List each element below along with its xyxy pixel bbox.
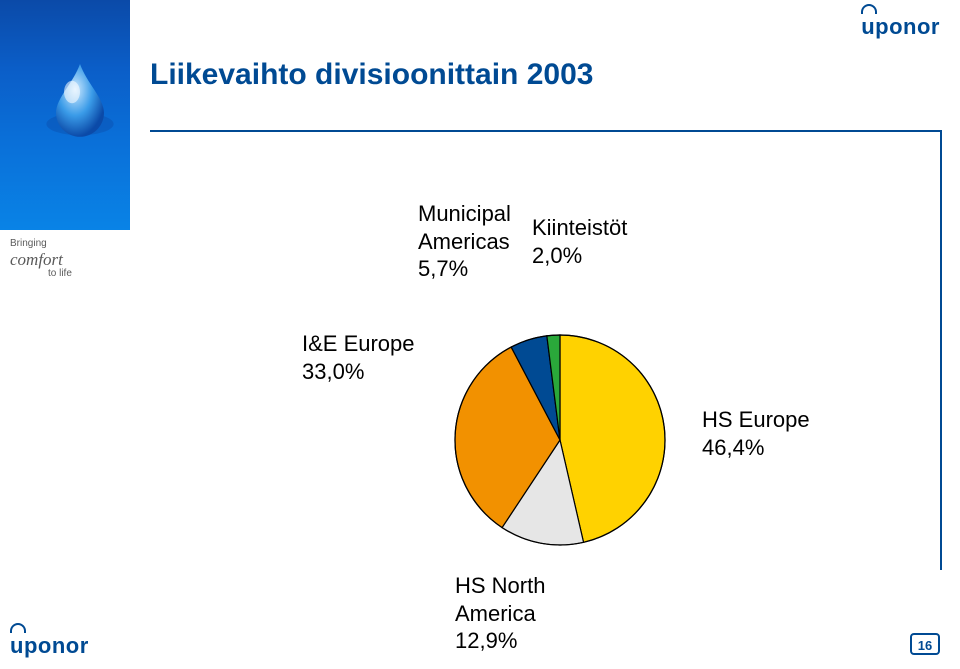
pie-chart: HS Europe46,4%HS NorthAmerica12,9%I&E Eu… [300, 220, 860, 620]
tagline-line1: Bringing [10, 238, 120, 250]
pie-label-ie_europe: I&E Europe33,0% [302, 330, 415, 385]
pie-label-kiinteistot: Kiinteistöt2,0% [532, 214, 627, 269]
sidebar: Bringing comfort to life [0, 0, 130, 669]
tagline: Bringing comfort to life [10, 238, 120, 280]
pie-label-hs_europe: HS Europe46,4% [702, 406, 810, 461]
logo-text: uponor [861, 4, 940, 40]
header-logo: uponor [861, 4, 940, 40]
page-number: 16 [910, 633, 940, 655]
page-title: Liikevaihto divisioonittain 2003 [150, 58, 593, 92]
title-rule [150, 130, 940, 132]
logo-text: uponor [10, 623, 89, 659]
water-drop-icon [40, 60, 120, 140]
footer-logo: uponor [10, 623, 89, 659]
sidebar-hero [0, 0, 130, 230]
tagline-line3: to life [10, 268, 120, 280]
tagline-line2: comfort [10, 250, 120, 270]
pie-label-hs_na: HS NorthAmerica12,9% [455, 572, 545, 655]
pie-label-municipal: MunicipalAmericas5,7% [418, 200, 511, 283]
